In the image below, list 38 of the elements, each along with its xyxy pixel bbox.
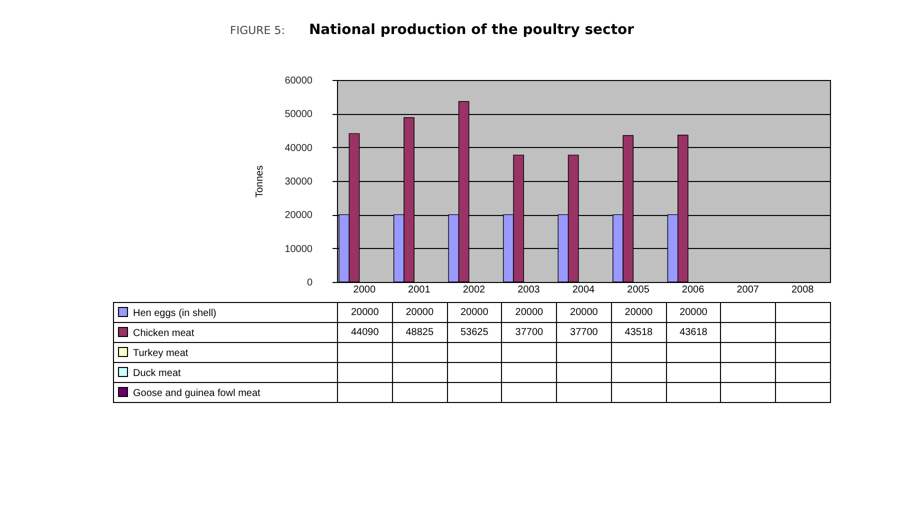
data-label: 20000	[338, 302, 392, 322]
data-label: 20000	[666, 302, 721, 322]
data-label: 43518	[611, 322, 666, 342]
data-label: 20000	[611, 302, 666, 322]
data-label: 20000	[392, 302, 448, 322]
data-label: 20000	[556, 302, 612, 322]
x-tick-label: 2001	[408, 284, 431, 296]
data-label: 20000	[502, 302, 557, 322]
x-tick-label: 2002	[462, 284, 486, 296]
y-tick-label: 40000	[284, 142, 313, 154]
legend-label: Goose and guinea fowl meat	[114, 382, 338, 402]
y-axis-title: Tonnes	[254, 165, 266, 198]
y-tick-label: 60000	[284, 76, 313, 86]
caption: FIGURE 5:	[230, 24, 285, 37]
data-label: 37700	[502, 322, 557, 342]
x-tick-label: 2008	[791, 284, 814, 296]
x-tick-label: 2007	[736, 284, 760, 296]
y-tick-label: 30000	[284, 176, 313, 188]
x-tick-label: 2003	[518, 284, 540, 296]
legend-label: Hen eggs (in shell)	[114, 302, 338, 322]
data-label: 43618	[666, 322, 721, 342]
data-label: 20000	[447, 302, 502, 322]
data-label: 44090	[338, 322, 392, 342]
chart-title: National production of the poultry sector	[308, 22, 634, 38]
y-tick-label: 0	[306, 278, 313, 288]
x-tick-label: 2004	[572, 284, 596, 296]
data-label: 53625	[447, 322, 502, 342]
legend-label: Duck meat	[114, 362, 338, 382]
y-tick-label: 20000	[284, 210, 313, 222]
x-tick-label: 2006	[682, 284, 705, 296]
x-tick-label: 2005	[627, 284, 650, 296]
y-tick-label: 50000	[284, 109, 313, 120]
legend-label: Turkey meat	[114, 342, 338, 362]
x-tick-label: 2000	[353, 284, 376, 296]
data-label: 37700	[556, 322, 612, 342]
data-label: 48825	[392, 322, 448, 342]
legend-label: Chicken meat	[114, 322, 338, 342]
y-tick-label: 10000	[284, 244, 313, 255]
